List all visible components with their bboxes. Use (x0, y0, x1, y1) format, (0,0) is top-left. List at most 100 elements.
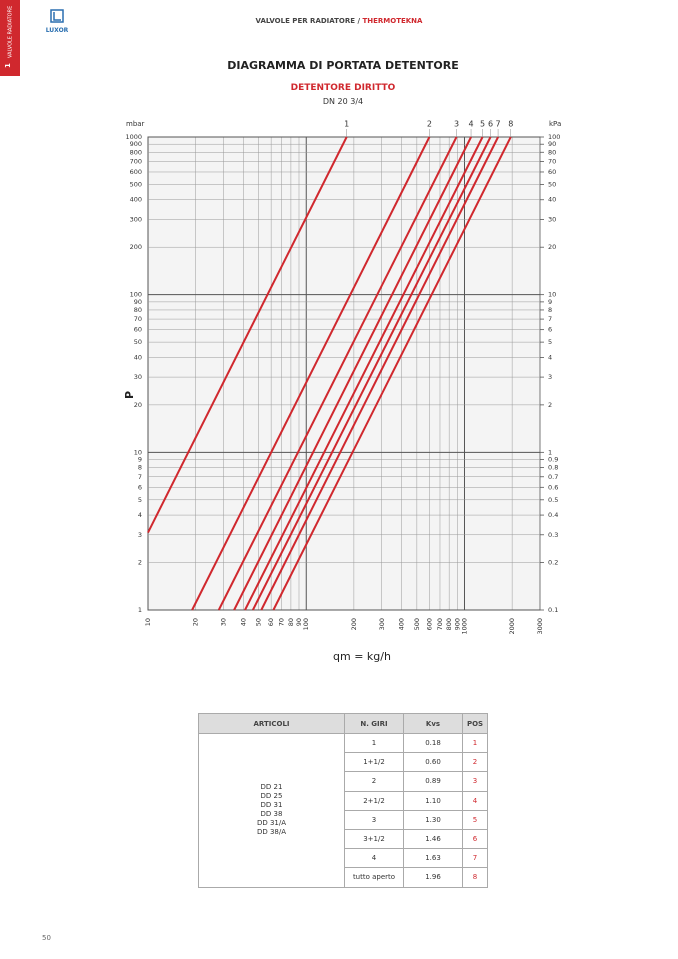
y-tick-label: 500 (130, 180, 142, 188)
y-tick-label: 1 (138, 606, 142, 614)
y2-tick-label: 1 (548, 448, 552, 456)
y2-tick-label: 90 (548, 140, 556, 148)
y-tick-label: 70 (134, 315, 142, 323)
table-cell: 1.96 (403, 867, 463, 888)
header-cell: Kvs (403, 713, 463, 734)
series-label: 4 (468, 120, 473, 129)
y2-tick-label: 10 (548, 291, 556, 299)
y2-tick-label: 50 (548, 180, 556, 188)
header-section: VALVOLE PER RADIATORE (256, 17, 356, 25)
series-line (233, 136, 472, 611)
y2-tick-label: 20 (548, 243, 556, 251)
series-label: 6 (488, 120, 493, 129)
header-separator: / (357, 17, 360, 25)
side-tab-label: VALVOLE RADIATORE (8, 6, 14, 58)
y2-tick-label: 7 (548, 315, 552, 323)
x-tick-label: 30 (220, 618, 228, 626)
table-cell: 8 (462, 867, 488, 888)
table-cell: 1.10 (403, 790, 463, 811)
header-brand: THERMOTEKNA (362, 17, 423, 25)
x-tick-label: 300 (378, 618, 386, 630)
y2-tick-label: 0.1 (548, 606, 558, 614)
table-cell: 1+1/2 (344, 752, 404, 773)
table-row: DD 21 DD 25 DD 31 DD 38 DD 31/A DD 38/A 1 0.18 1 (198, 732, 488, 888)
series-label: 7 (496, 120, 501, 129)
y-tick-label: 50 (134, 338, 142, 346)
x-tick-label: 10 (144, 618, 152, 626)
y-tick-label: 20 (134, 401, 142, 409)
series-line (272, 136, 512, 611)
series-line (244, 136, 484, 611)
y2-tick-label: 80 (548, 148, 556, 156)
x-tick-label: 600 (425, 618, 433, 630)
table-cell: 2 (344, 771, 404, 792)
y-tick-label: 3 (138, 531, 142, 539)
header: VALVOLE PER RADIATORE / THERMOTEKNA (256, 17, 424, 25)
y2-tick-label: 6 (548, 326, 552, 334)
side-tab-number: 1 (4, 63, 12, 68)
logo-text: LUXOR (46, 27, 69, 34)
y-tick-label: 900 (130, 140, 142, 148)
y-tick-label: 30 (134, 373, 142, 381)
series-line (251, 136, 492, 611)
y-tick-label: 10 (134, 448, 142, 456)
y2-tick-label: 8 (548, 306, 552, 314)
y-tick-label: 9 (138, 456, 142, 464)
y2-tick-label: 4 (548, 353, 552, 361)
table-cell: 1 (462, 732, 488, 754)
table-cell: 1.30 (403, 809, 463, 830)
x-tick-label: 50 (255, 618, 263, 626)
series-line (191, 136, 431, 611)
y2-tick-label: 0.9 (548, 456, 558, 464)
x-tick-label: 2000 (508, 618, 516, 635)
x-axis-label: qm = kg/h (333, 650, 391, 663)
side-tab (0, 0, 20, 76)
series-line (217, 136, 458, 611)
y2-tick-label: 0.5 (548, 496, 558, 504)
table-cell: 4 (462, 790, 488, 811)
y-tick-label: 700 (130, 157, 142, 165)
x-tick-label: 60 (267, 618, 275, 626)
x-tick-label: 3000 (536, 618, 544, 635)
series-label: 3 (454, 120, 459, 129)
series-label: 8 (508, 120, 513, 129)
x-tick-label: 500 (413, 618, 421, 630)
table-cell: 5 (462, 809, 488, 830)
y-tick-label: 6 (138, 483, 142, 491)
y2-tick-label: 70 (548, 157, 556, 165)
y2-tick-label: 0.7 (548, 473, 558, 481)
y-tick-label: 90 (134, 298, 142, 306)
y2-tick-label: 2 (548, 401, 552, 409)
table-cell: tutto aperto (344, 867, 404, 888)
y2-tick-label: 0.8 (548, 464, 558, 472)
header-cell: POS (462, 713, 488, 734)
articolo: DD 31 (260, 801, 283, 810)
series-label: 1 (344, 120, 349, 129)
header-cell: ARTICOLI (198, 713, 345, 734)
chart-title: DIAGRAMMA DI PORTATA DETENTORE (227, 59, 458, 72)
y-tick-label: 4 (138, 511, 142, 519)
table-cell: 7 (462, 848, 488, 869)
table-cell: 6 (462, 828, 488, 850)
plot-area (147, 136, 541, 611)
articolo: DD 38/A (256, 828, 287, 837)
chart-caption: DN 20 3/4 (323, 97, 363, 106)
page-number: 50 (42, 934, 51, 942)
y-tick-label: 200 (130, 243, 142, 251)
y2-tick-label: 40 (548, 196, 556, 204)
chart-subtitle: DETENTORE DIRITTO (291, 83, 396, 93)
x-tick-label: 900 (453, 618, 461, 630)
x-tick-label: 100 (302, 618, 310, 630)
y-tick-label: 80 (134, 306, 142, 314)
y-tick-label: 400 (130, 196, 142, 204)
y-tick-label: 7 (138, 473, 142, 481)
x-tick-label: 400 (398, 618, 406, 630)
series-line (147, 136, 348, 533)
y-tick-label: 1000 (125, 133, 142, 141)
table-cell: 1.63 (403, 848, 463, 869)
y2-unit: kPa (549, 120, 561, 128)
y2-tick-label: 0.6 (548, 483, 558, 491)
articoli-cell: DD 21 DD 25 DD 31 DD 38 DD 31/A DD 38/A (198, 733, 345, 888)
